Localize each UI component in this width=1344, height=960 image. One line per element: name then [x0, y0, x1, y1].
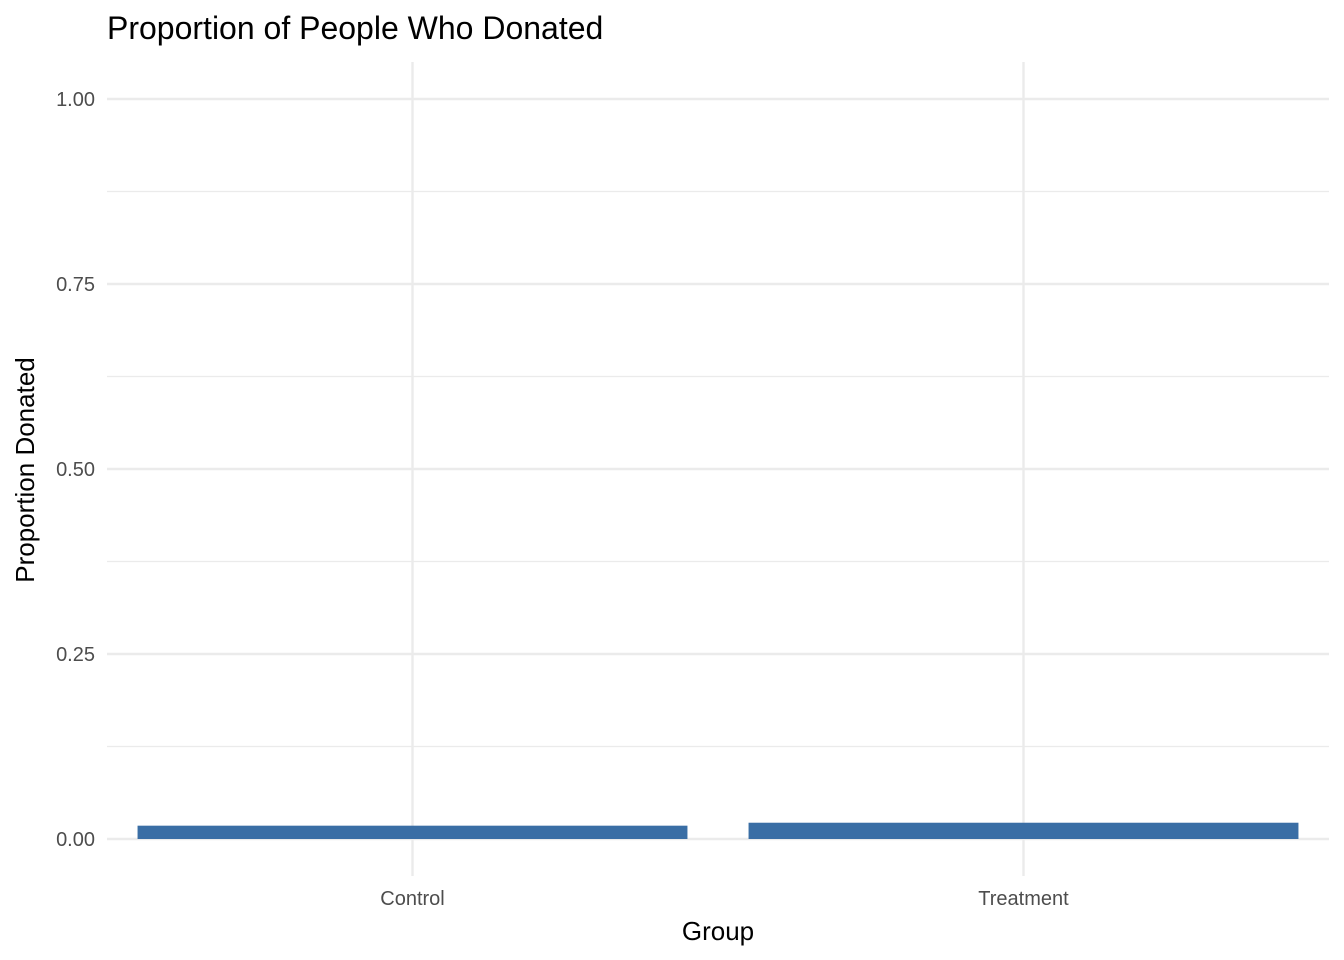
- bars: [137, 822, 1299, 839]
- y-tick-label: 0.00: [56, 829, 95, 851]
- x-tick-label: Treatment: [978, 888, 1069, 910]
- y-tick-label: 0.25: [56, 644, 95, 666]
- y-tick-label: 0.50: [56, 459, 95, 481]
- bar-treatment: [748, 822, 1299, 839]
- x-axis-title: Group: [682, 916, 754, 946]
- y-axis-ticks: 0.00 0.25 0.50 0.75 1.00: [56, 89, 95, 851]
- y-tick-label: 0.75: [56, 274, 95, 296]
- x-axis-ticks: Control Treatment: [380, 888, 1069, 910]
- bar-control: [137, 825, 688, 839]
- chart-title: Proportion of People Who Donated: [107, 10, 603, 46]
- x-tick-label: Control: [380, 888, 444, 910]
- y-axis-title: Proportion Donated: [10, 357, 40, 582]
- grid: [107, 62, 1329, 876]
- y-tick-label: 1.00: [56, 89, 95, 111]
